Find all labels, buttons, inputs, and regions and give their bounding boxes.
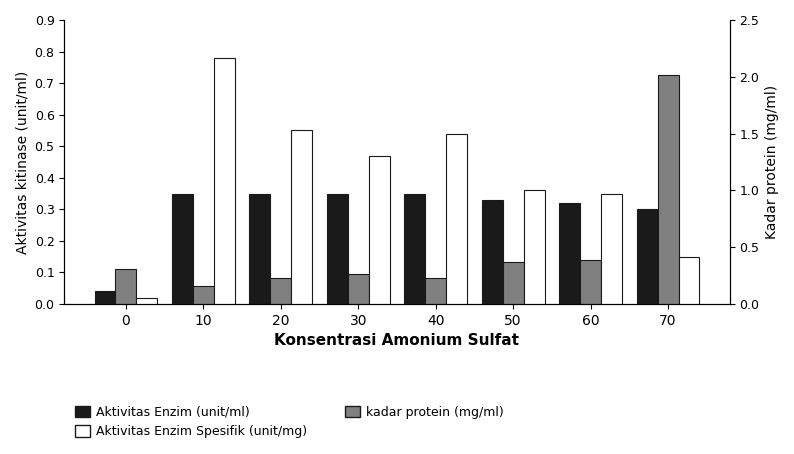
Bar: [679, 257, 700, 304]
Bar: [404, 193, 426, 304]
Legend: Aktivitas Enzim (unit/ml), Aktivitas Enzim Spesifik (unit/mg), kadar protein (mg: Aktivitas Enzim (unit/ml), Aktivitas Enz…: [70, 401, 509, 443]
Bar: [249, 193, 270, 304]
Bar: [291, 130, 312, 304]
Bar: [137, 298, 157, 304]
Bar: [524, 190, 545, 304]
Bar: [115, 269, 137, 304]
Bar: [270, 278, 291, 304]
Bar: [503, 262, 524, 304]
Bar: [368, 156, 390, 304]
Y-axis label: Kadar protein (mg/ml): Kadar protein (mg/ml): [765, 85, 779, 239]
X-axis label: Konsentrasi Amonium Sulfat: Konsentrasi Amonium Sulfat: [275, 333, 519, 348]
Bar: [94, 291, 115, 304]
Bar: [327, 193, 348, 304]
Bar: [637, 209, 657, 304]
Bar: [193, 286, 214, 304]
Bar: [172, 193, 193, 304]
Bar: [482, 200, 503, 304]
Bar: [214, 58, 235, 304]
Bar: [601, 193, 622, 304]
Bar: [657, 74, 679, 304]
Bar: [426, 278, 446, 304]
Bar: [446, 133, 467, 304]
Bar: [348, 274, 368, 304]
Bar: [559, 203, 580, 304]
Bar: [580, 260, 601, 304]
Y-axis label: Aktivitas kitinase (unit/ml): Aktivitas kitinase (unit/ml): [15, 70, 29, 254]
